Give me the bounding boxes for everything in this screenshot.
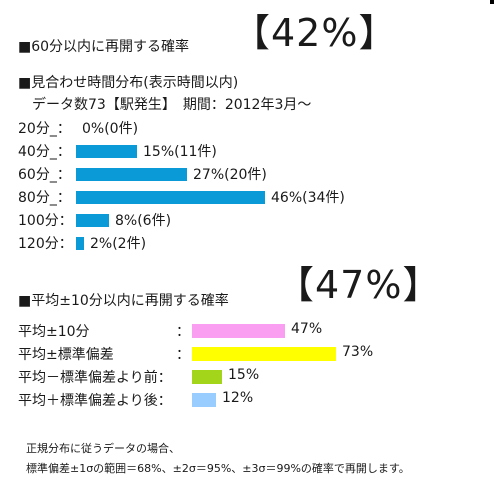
footnote-line1: 正規分布に従うデータの場合、 <box>26 442 180 455</box>
dist-label-120: 120分： <box>18 236 73 252</box>
avg-bar-stddev <box>192 347 336 361</box>
dist-label-40: 40分_： <box>18 144 71 160</box>
corner-dot <box>490 0 494 4</box>
section2-heading: ■見合わせ時間分布(表示時間以内) <box>18 75 239 91</box>
footnote-line2: 標準偏差±1σの範囲＝68%、±2σ＝95%、±3σ＝99%の確率で再開します。 <box>26 462 410 475</box>
dist-bar-100 <box>76 214 109 227</box>
avg-label-stddev: 平均±標準偏差 <box>18 347 114 363</box>
avg-label-after: 平均＋標準偏差より後： <box>18 393 172 409</box>
dist-label-80: 80分_： <box>18 190 71 206</box>
dist-value-100: 8%(6件) <box>115 213 172 229</box>
avg-bar-10min <box>192 324 285 338</box>
dist-bar-80 <box>76 191 265 204</box>
section2-subheading: データ数73【駅発生】 期間：2012年3月～ <box>32 97 312 113</box>
avg-bar-before <box>192 370 222 384</box>
dist-bar-40 <box>76 145 137 158</box>
avg-label-before: 平均－標準偏差より前： <box>18 370 172 386</box>
dist-value-120: 2%(2件) <box>90 236 147 252</box>
section1-value: 【42%】 <box>232 11 398 55</box>
avg-value-stddev: 73% <box>342 344 374 360</box>
avg-value-after: 12% <box>222 390 254 406</box>
dist-value-80: 46%(34件) <box>271 190 345 206</box>
dist-value-60: 27%(20件) <box>193 167 267 183</box>
dist-value-40: 15%(11件) <box>143 144 217 160</box>
avg-label-10min: 平均±10分 <box>18 324 90 340</box>
avg-colon-stddev: ： <box>176 347 190 363</box>
dist-value-20: 0%(0件) <box>82 121 139 137</box>
avg-bar-after <box>192 393 216 407</box>
avg-value-before: 15% <box>228 367 260 383</box>
dist-bar-120 <box>76 237 84 250</box>
section1-heading: ■60分以内に再開する確率 <box>18 39 190 55</box>
avg-colon-10min: ： <box>176 324 190 340</box>
section3-value: 【47%】 <box>276 263 442 307</box>
dist-label-60: 60分_： <box>18 167 71 183</box>
avg-value-10min: 47% <box>291 321 323 337</box>
section3-heading: ■平均±10分以内に再開する確率 <box>18 293 229 309</box>
dist-bar-60 <box>76 168 187 181</box>
dist-label-20: 20分_： <box>18 121 71 137</box>
dist-label-100: 100分： <box>18 213 73 229</box>
